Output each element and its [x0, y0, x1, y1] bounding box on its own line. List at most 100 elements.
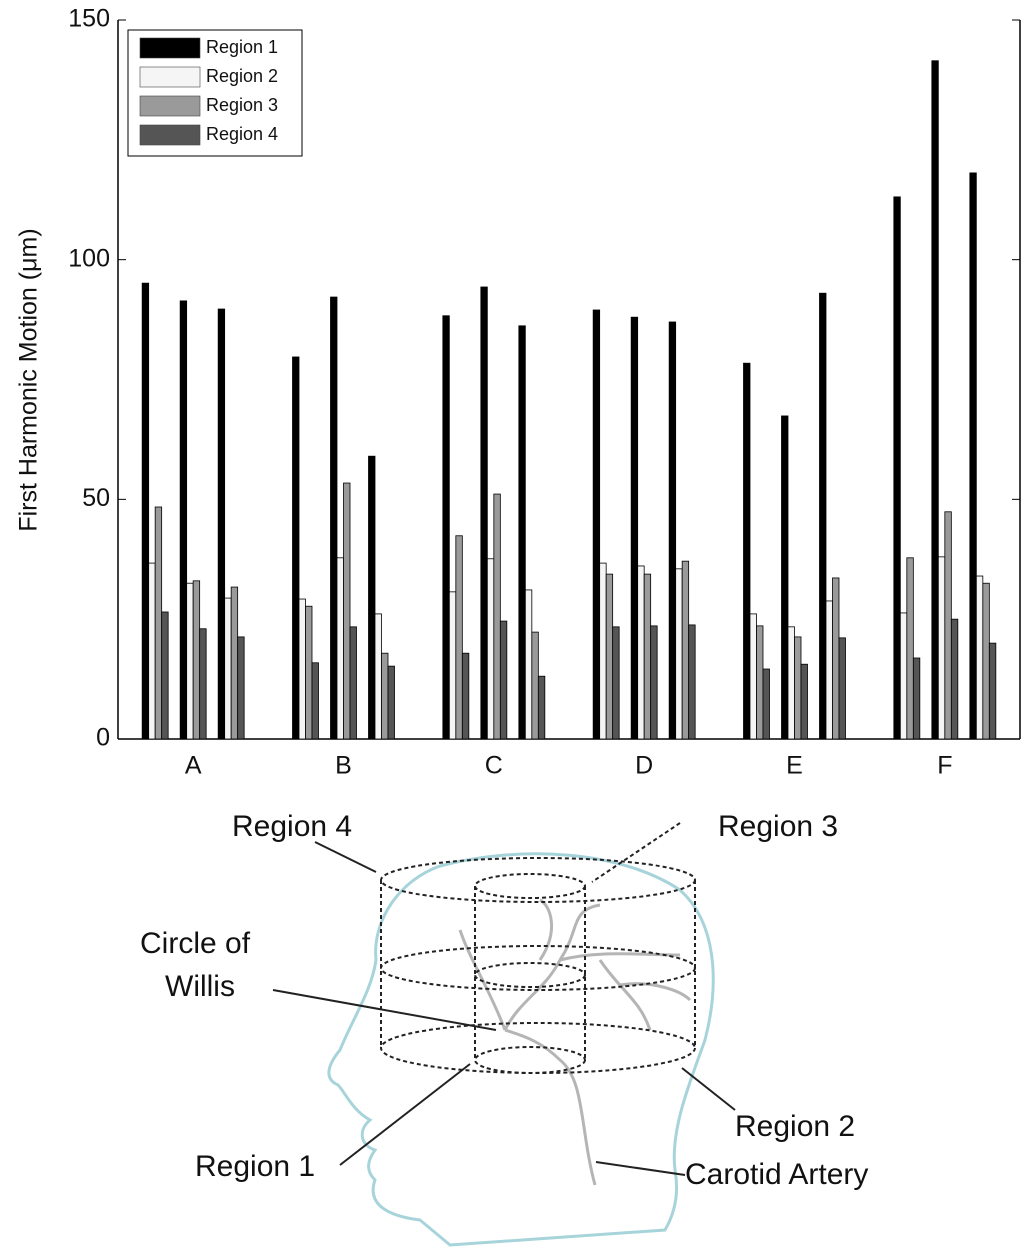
bar: [480, 286, 488, 740]
bar: [292, 356, 300, 740]
bar: [154, 506, 163, 740]
bar: [899, 612, 908, 740]
legend-swatch: [139, 124, 201, 146]
bar: [217, 308, 226, 740]
label: Region 1: [195, 1150, 315, 1183]
legend-label: Region 1: [206, 37, 278, 57]
label: Willis: [165, 970, 235, 1003]
bar: [186, 582, 194, 740]
bar: [912, 657, 921, 740]
bar: [988, 642, 997, 740]
bar: [825, 600, 833, 740]
bar: [387, 665, 395, 740]
bar: [944, 511, 952, 740]
x-tick-label: A: [185, 752, 202, 780]
bar: [499, 620, 508, 740]
y-tick-label: 50: [82, 484, 110, 512]
bar: [531, 631, 539, 740]
bar: [179, 300, 188, 740]
bar: [599, 562, 607, 740]
bar: [931, 60, 939, 740]
y-tick-label: 150: [68, 5, 110, 33]
legend-label: Region 3: [206, 95, 278, 115]
bar: [330, 296, 338, 740]
x-tick-label: E: [786, 752, 803, 780]
bar: [518, 325, 526, 740]
bar: [524, 589, 533, 740]
bar: [605, 573, 614, 740]
x-tick-label: C: [485, 752, 503, 780]
bar: [230, 586, 239, 740]
bar: [461, 652, 470, 740]
y-axis-label: First Harmonic Motion (μm): [15, 228, 43, 531]
bar: [368, 455, 376, 740]
vessels: [458, 898, 692, 1186]
label: Region 4: [232, 810, 352, 843]
bar: [950, 618, 959, 740]
legend: Region 1 Region 2 Region 3 Region 4: [127, 29, 303, 157]
y-tick-label: 0: [96, 724, 110, 752]
bar: [537, 675, 546, 740]
bar: [787, 626, 795, 740]
bar: [893, 196, 901, 740]
bar: [832, 577, 840, 740]
bar: [199, 628, 207, 740]
label: Carotid Artery: [685, 1158, 868, 1191]
bar: [298, 598, 306, 740]
bar: [161, 611, 169, 740]
bar: [756, 625, 764, 740]
bar: [237, 636, 245, 740]
bar: [762, 668, 770, 740]
x-tick-label: B: [335, 752, 352, 780]
bar: [442, 315, 450, 740]
bar: [643, 573, 652, 740]
x-tick-label: D: [635, 752, 653, 780]
bar: [305, 605, 313, 740]
bar: [486, 558, 495, 740]
label: Region 3: [718, 810, 838, 843]
bar: [794, 636, 802, 740]
bar: [675, 568, 683, 740]
label: Circle of: [140, 927, 251, 960]
legend-swatch: [139, 37, 201, 59]
bar: [819, 292, 827, 740]
bar: [800, 663, 808, 740]
bar: [969, 172, 977, 740]
label: Region 2: [735, 1110, 855, 1143]
legend-swatch: [139, 66, 201, 88]
bar: [612, 626, 620, 740]
bar: [975, 575, 984, 740]
bar: [668, 321, 677, 740]
bar: [743, 362, 751, 740]
bar: [349, 626, 357, 740]
bar: [455, 535, 463, 740]
bar: [192, 580, 201, 740]
bar: [906, 557, 914, 740]
bar: [650, 625, 658, 740]
bar: [148, 562, 156, 740]
bar: [448, 591, 457, 740]
head-diagram: Region 4 Region 3 Circle of Willis Regio…: [140, 810, 868, 1247]
bar: [749, 613, 757, 740]
head-outline: [327, 852, 715, 1247]
bar: [311, 662, 319, 740]
bar: [381, 652, 389, 740]
bar: [224, 597, 232, 740]
bar: [982, 582, 990, 740]
bar: [688, 624, 696, 740]
bar: [336, 557, 344, 740]
bar: [493, 493, 501, 740]
legend-swatch: [139, 95, 201, 117]
regions: [380, 822, 696, 1074]
bar: [141, 282, 150, 740]
bar: [374, 613, 382, 740]
bar: [781, 415, 789, 740]
bar: [681, 560, 690, 740]
arrows: [272, 841, 736, 1176]
x-tick-label: F: [937, 752, 952, 780]
legend-label: Region 2: [206, 66, 278, 86]
bar: [592, 309, 601, 740]
bar: [838, 637, 846, 740]
bar: [343, 482, 351, 740]
